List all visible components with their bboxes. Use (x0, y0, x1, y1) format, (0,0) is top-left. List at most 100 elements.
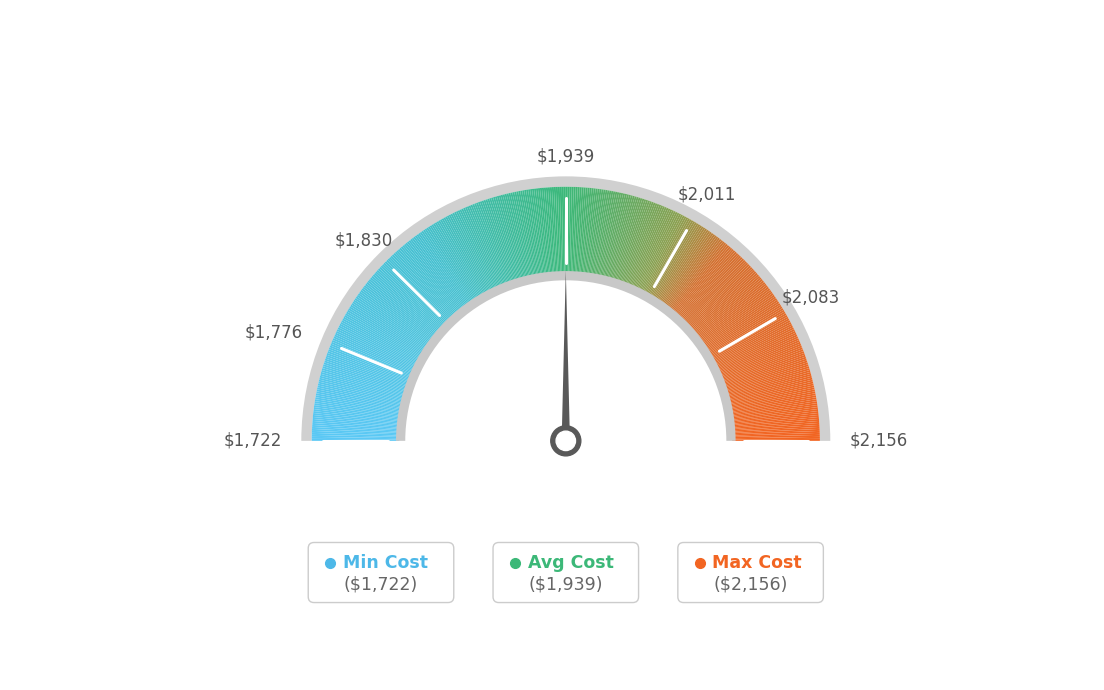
Wedge shape (418, 233, 470, 306)
Wedge shape (597, 191, 615, 278)
Wedge shape (731, 413, 818, 424)
Wedge shape (315, 403, 402, 417)
Wedge shape (320, 376, 405, 400)
Wedge shape (668, 240, 723, 310)
Wedge shape (662, 234, 715, 306)
Wedge shape (520, 190, 538, 277)
Text: $1,939: $1,939 (537, 148, 595, 166)
Wedge shape (728, 384, 814, 404)
Wedge shape (435, 222, 481, 298)
Text: $2,156: $2,156 (850, 432, 909, 450)
Wedge shape (571, 187, 576, 275)
Wedge shape (526, 190, 541, 277)
Wedge shape (699, 288, 771, 342)
Text: $1,830: $1,830 (335, 232, 393, 250)
Wedge shape (697, 284, 766, 339)
Wedge shape (647, 219, 692, 297)
Wedge shape (465, 207, 501, 288)
Wedge shape (396, 250, 456, 317)
Wedge shape (698, 285, 767, 340)
Wedge shape (534, 188, 546, 276)
Wedge shape (369, 279, 437, 336)
Wedge shape (666, 237, 720, 308)
Wedge shape (686, 264, 750, 326)
Wedge shape (407, 241, 463, 311)
Wedge shape (720, 344, 802, 378)
Wedge shape (331, 342, 413, 377)
Wedge shape (609, 196, 635, 281)
Wedge shape (507, 193, 528, 279)
Wedge shape (627, 205, 661, 287)
Wedge shape (729, 389, 815, 408)
Wedge shape (582, 188, 592, 275)
Wedge shape (453, 213, 492, 292)
Wedge shape (535, 188, 548, 276)
Wedge shape (689, 270, 755, 330)
Wedge shape (721, 347, 803, 381)
Wedge shape (328, 351, 411, 383)
Wedge shape (314, 405, 401, 419)
Wedge shape (438, 220, 484, 297)
Wedge shape (463, 208, 500, 288)
Wedge shape (615, 198, 643, 282)
Wedge shape (720, 346, 803, 380)
Wedge shape (690, 271, 756, 331)
Wedge shape (312, 419, 400, 428)
Wedge shape (495, 196, 521, 281)
Wedge shape (619, 201, 650, 284)
Wedge shape (679, 254, 740, 319)
Wedge shape (730, 401, 817, 416)
Wedge shape (712, 319, 789, 362)
Wedge shape (538, 188, 549, 275)
Wedge shape (731, 417, 819, 426)
Wedge shape (601, 193, 622, 279)
Wedge shape (659, 230, 710, 304)
Wedge shape (572, 187, 577, 275)
Wedge shape (726, 376, 811, 400)
Text: ($1,722): ($1,722) (343, 575, 418, 593)
Wedge shape (606, 195, 629, 279)
Wedge shape (332, 340, 413, 376)
Wedge shape (316, 391, 403, 410)
Wedge shape (312, 425, 400, 432)
Wedge shape (499, 195, 523, 280)
Wedge shape (432, 224, 479, 299)
Wedge shape (714, 327, 794, 368)
Wedge shape (326, 357, 408, 387)
Wedge shape (554, 187, 560, 275)
Wedge shape (592, 190, 607, 277)
Wedge shape (397, 249, 457, 316)
Wedge shape (629, 206, 665, 288)
Wedge shape (327, 353, 410, 384)
Wedge shape (580, 188, 590, 275)
Wedge shape (732, 431, 820, 435)
Wedge shape (598, 192, 617, 278)
Wedge shape (680, 257, 743, 322)
Wedge shape (680, 255, 741, 321)
Wedge shape (396, 271, 735, 441)
Wedge shape (550, 187, 556, 275)
Wedge shape (319, 380, 404, 402)
Wedge shape (314, 407, 401, 420)
Wedge shape (718, 336, 798, 373)
Wedge shape (638, 212, 678, 291)
Wedge shape (544, 188, 553, 275)
Wedge shape (338, 327, 417, 368)
Wedge shape (634, 209, 672, 290)
Wedge shape (649, 221, 696, 297)
Wedge shape (493, 197, 519, 282)
Wedge shape (675, 249, 734, 316)
Wedge shape (631, 208, 669, 288)
Wedge shape (636, 210, 673, 290)
Wedge shape (320, 372, 406, 397)
Wedge shape (368, 280, 437, 337)
Wedge shape (731, 407, 818, 420)
Wedge shape (330, 344, 412, 378)
Wedge shape (436, 221, 482, 297)
Wedge shape (402, 245, 459, 313)
Wedge shape (564, 187, 565, 275)
Wedge shape (692, 276, 761, 334)
Wedge shape (618, 200, 648, 284)
Wedge shape (701, 293, 774, 345)
Wedge shape (311, 433, 400, 437)
